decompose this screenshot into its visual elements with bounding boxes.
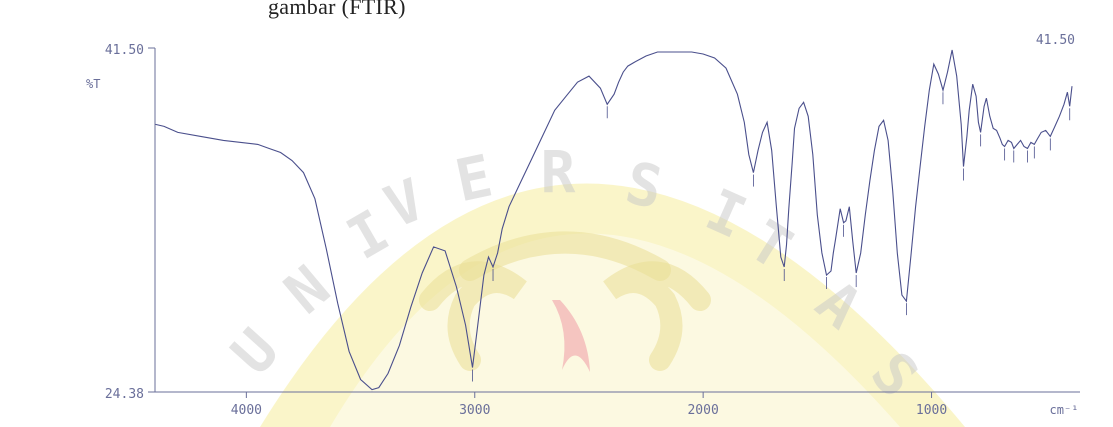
watermark-letter-u: U bbox=[218, 316, 292, 387]
top-right-readout: 41.50 bbox=[1036, 33, 1075, 48]
watermark-center-flame bbox=[552, 300, 590, 372]
university-watermark: U N I V E R S I T A S bbox=[218, 138, 965, 427]
watermark-letter-e: E bbox=[450, 142, 498, 216]
y-axis-bottom-label: 24.38 bbox=[105, 387, 144, 402]
watermark-arch bbox=[459, 231, 671, 281]
x-tick-label: 3000 bbox=[459, 403, 490, 418]
x-axis-unit-label: cm⁻¹ bbox=[1050, 403, 1079, 417]
watermark-triangle-shape bbox=[260, 183, 965, 427]
y-axis-unit-label: %T bbox=[86, 77, 100, 91]
watermark-letter-n: N bbox=[272, 252, 342, 327]
x-tick-label: 1000 bbox=[916, 403, 947, 418]
chart-axes: 41.50 %T 24.38 cm⁻¹ 41.50 4000 3000 2000 10… bbox=[86, 33, 1080, 418]
x-tick-label: 2000 bbox=[687, 403, 718, 418]
figure-caption: gambar (FTIR) bbox=[268, 0, 406, 19]
peak-markers bbox=[371, 92, 1071, 392]
ftir-spectrum-line bbox=[155, 49, 1073, 391]
x-tick-label: 4000 bbox=[231, 403, 262, 418]
x-axis-ticks: 4000 3000 2000 1000 bbox=[231, 392, 947, 418]
watermark-letter-r: R bbox=[541, 138, 576, 206]
y-axis-top-label: 41.50 bbox=[105, 43, 144, 58]
